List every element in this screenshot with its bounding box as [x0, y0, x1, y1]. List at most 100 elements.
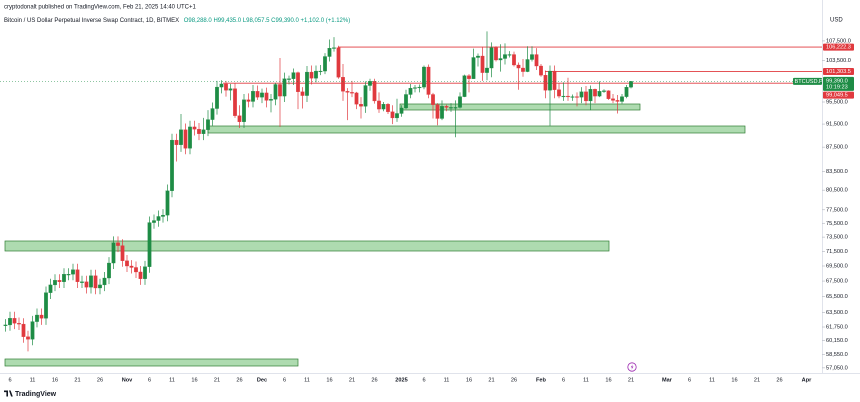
candle-body	[489, 47, 494, 69]
candle-body	[422, 66, 426, 88]
x-tick-label: 26	[97, 377, 103, 383]
candle-body	[606, 90, 611, 99]
x-tick-label: 21	[214, 377, 220, 383]
x-tick-label: 21	[488, 377, 494, 383]
candle-body	[579, 91, 584, 98]
candle-body	[291, 72, 296, 79]
candle-body	[332, 47, 336, 49]
x-tick-label: 16	[191, 377, 197, 383]
candle-body	[174, 139, 179, 145]
candle-body	[498, 58, 503, 61]
candle-body	[192, 126, 197, 130]
candle-body	[98, 284, 102, 289]
x-tick-label: 11	[444, 377, 450, 383]
candle-body	[597, 91, 602, 97]
candle-body	[44, 292, 48, 319]
y-tick-label: 73,500.0	[826, 235, 848, 241]
y-tick-label: 63,500.0	[826, 310, 848, 316]
support-zone	[4, 240, 610, 252]
candle-body	[417, 86, 422, 89]
price-tag	[823, 43, 854, 51]
y-tick-label: 87,500.0	[826, 145, 848, 151]
candle-body	[575, 96, 579, 98]
x-tick-label: Dec	[257, 377, 267, 383]
candle-body	[237, 115, 242, 122]
candle-body	[404, 94, 408, 109]
x-tick-label: 6	[422, 377, 425, 383]
support-zone	[399, 103, 641, 111]
candle-body	[408, 87, 413, 95]
x-tick-label: 16	[466, 377, 472, 383]
candle-body	[350, 92, 354, 94]
x-tick-label: 11	[583, 377, 589, 383]
candle-body	[282, 78, 287, 97]
candle-body	[458, 96, 462, 108]
candle-body	[26, 336, 30, 340]
y-tick-label: 69,500.0	[826, 263, 848, 269]
x-tick-label: 6	[688, 377, 691, 383]
candle-body	[314, 70, 318, 79]
candle-body	[507, 54, 512, 56]
candle-body	[426, 66, 431, 95]
alert-icon	[627, 362, 637, 372]
candle-body	[179, 129, 183, 145]
y-tick-label: 91,500.0	[826, 122, 848, 128]
candle-body	[129, 265, 134, 268]
x-tick-label: 21	[754, 377, 760, 383]
currency-label: USD	[830, 18, 843, 24]
candle-body	[143, 266, 147, 279]
candle-body	[620, 96, 624, 102]
price-tag	[823, 91, 854, 99]
candle-body	[89, 275, 93, 288]
candle-body	[521, 67, 525, 72]
candle-body	[345, 91, 350, 93]
candle-body	[629, 81, 633, 88]
candle-body	[93, 275, 98, 289]
ohlc-values: O98,288.0 H99,435.0 L98,057.5 C99,390.0 …	[184, 18, 350, 24]
candle-body	[341, 77, 345, 92]
candle-body	[12, 318, 17, 324]
x-tick-label: 16	[326, 377, 332, 383]
candle-body	[183, 129, 188, 149]
candle-body	[107, 262, 111, 279]
candle-body	[111, 242, 116, 264]
last-price-label: 99,390.0	[826, 78, 848, 84]
candle-body	[309, 71, 314, 79]
candle-body	[102, 277, 107, 286]
candle-body	[48, 284, 53, 293]
candle-body	[57, 280, 62, 282]
candle-body	[584, 91, 588, 102]
candle-body	[305, 71, 309, 96]
candle-body	[17, 323, 21, 325]
candle-body	[152, 220, 156, 223]
candle-body	[278, 84, 282, 97]
candle-body	[170, 139, 174, 191]
candle-body	[3, 324, 8, 326]
candle-body	[503, 54, 507, 59]
candle-body	[453, 107, 458, 109]
candle-body	[30, 321, 35, 340]
candle-body	[534, 54, 539, 67]
candle-body	[138, 271, 143, 279]
x-tick-label: 26	[236, 377, 242, 383]
last-price-box	[823, 76, 854, 91]
candle-body	[471, 57, 476, 79]
y-tick-label: 60,150.0	[826, 338, 848, 344]
candle-body	[219, 83, 224, 88]
candle-body	[8, 318, 12, 326]
candle-body	[201, 129, 206, 134]
footer-brand: TradingView	[15, 391, 57, 398]
candle-body	[260, 92, 264, 98]
candle-body	[561, 95, 566, 98]
candle-body	[300, 91, 305, 96]
candle-body	[233, 88, 237, 116]
candle-body	[75, 269, 80, 282]
candle-body	[390, 111, 395, 119]
candle-body	[71, 269, 75, 275]
candle-body	[449, 107, 453, 109]
support-zone	[4, 358, 299, 367]
x-tick-label: 6	[283, 377, 286, 383]
candle-body	[615, 100, 620, 102]
